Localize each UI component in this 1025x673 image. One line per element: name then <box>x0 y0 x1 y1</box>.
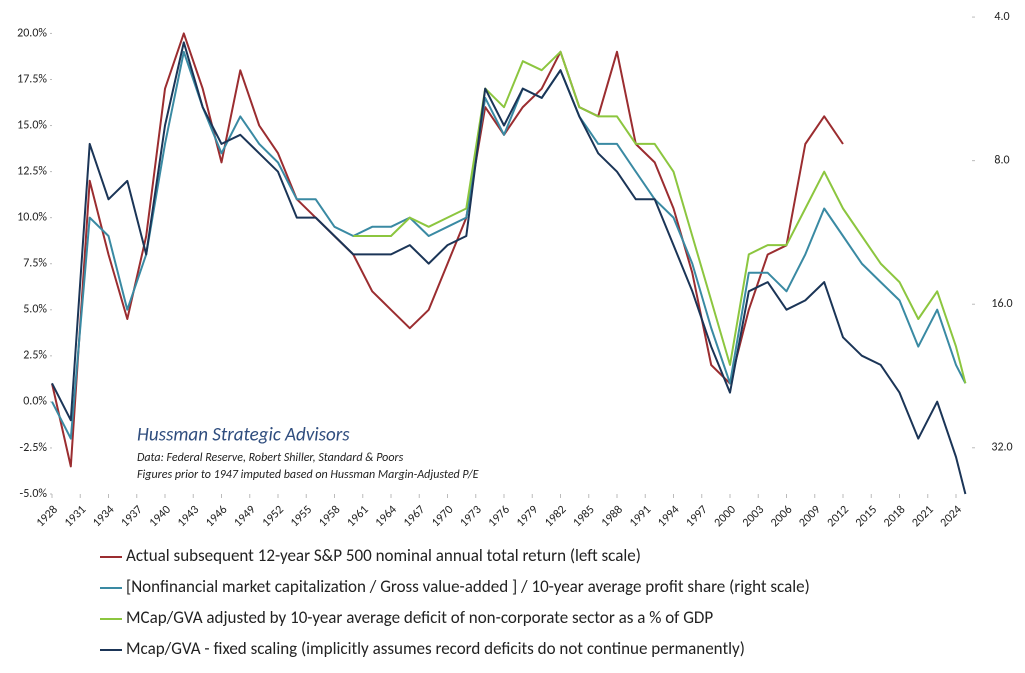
x-tick-label: 1979 <box>514 503 541 530</box>
x-tick-label: 1970 <box>429 503 456 530</box>
x-tick-label: 2015 <box>853 503 880 530</box>
x-tick-label: 2006 <box>768 503 795 530</box>
x-tick-label: 1982 <box>542 503 569 530</box>
legend-label: [Nonfinancial market capitalization / Gr… <box>126 576 810 597</box>
y2-tick-label: 16.0 <box>991 297 1012 311</box>
x-tick-label: 1937 <box>118 503 145 530</box>
y-tick-label: 20.0% <box>17 26 47 40</box>
y-tick-label: 2.5% <box>23 349 47 363</box>
series-line <box>51 32 844 468</box>
annotation-source: Data: Federal Reserve, Robert Shiller, S… <box>137 451 404 465</box>
x-tick-label: 1988 <box>599 503 626 530</box>
y-tick-label: 7.5% <box>23 257 47 271</box>
legend-label: Actual subsequent 12-year S&P 500 nomina… <box>126 545 641 566</box>
series-line <box>51 50 967 440</box>
x-tick-label: 2003 <box>740 503 767 530</box>
x-tick-label: 1967 <box>401 503 428 530</box>
x-tick-label: 1961 <box>344 503 371 530</box>
y-tick-label: -5.0% <box>20 487 48 501</box>
legend-label: MCap/GVA adjusted by 10-year average def… <box>126 607 713 628</box>
x-tick-label: 1931 <box>62 503 89 530</box>
x-tick-label: 1934 <box>90 503 117 530</box>
annotation-title: Hussman Strategic Advisors <box>137 424 350 447</box>
x-tick-label: 1943 <box>175 503 202 530</box>
x-tick-label: 1991 <box>627 503 654 530</box>
x-tick-label: 2024 <box>938 503 965 530</box>
x-tick-label: 1976 <box>486 503 513 530</box>
y-tick-label: -2.5% <box>20 441 48 455</box>
x-tick-label: 1940 <box>147 503 174 530</box>
x-tick-label: 2012 <box>825 503 852 530</box>
x-tick-label: 1949 <box>231 503 258 530</box>
x-tick-label: 1964 <box>373 503 400 530</box>
x-tick-label: 1946 <box>203 503 230 530</box>
y-tick-label: 15.0% <box>17 118 47 132</box>
y-tick-label: 5.0% <box>23 303 47 317</box>
x-tick-label: 1952 <box>260 503 287 530</box>
series-line <box>353 50 967 384</box>
x-tick-label: 2018 <box>881 503 908 530</box>
y2-tick-label: 32.0 <box>991 441 1012 455</box>
x-tick-label: 2009 <box>796 503 823 530</box>
x-tick-label: 1994 <box>655 503 682 530</box>
y-tick-label: 0.0% <box>23 395 47 409</box>
series-line <box>51 41 967 495</box>
annotation-note: Figures prior to 1947 imputed based on H… <box>137 468 479 482</box>
y2-tick-label: 8.0 <box>994 154 1009 168</box>
y2-tick-label: 4.0 <box>994 10 1009 24</box>
x-tick-label: 2000 <box>712 503 739 530</box>
x-tick-label: 1985 <box>570 503 597 530</box>
legend-label: Mcap/GVA - fixed scaling (implicitly ass… <box>126 638 745 659</box>
y-tick-label: 17.5% <box>17 72 47 86</box>
y-tick-label: 12.5% <box>17 164 47 178</box>
x-tick-label: 1955 <box>288 503 315 530</box>
x-tick-label: 1997 <box>683 503 710 530</box>
x-tick-label: 2021 <box>909 503 936 530</box>
x-tick-label: 1973 <box>457 503 484 530</box>
x-tick-label: 1958 <box>316 503 343 530</box>
y-tick-label: 10.0% <box>17 211 47 225</box>
x-tick-label: 1928 <box>34 503 61 530</box>
